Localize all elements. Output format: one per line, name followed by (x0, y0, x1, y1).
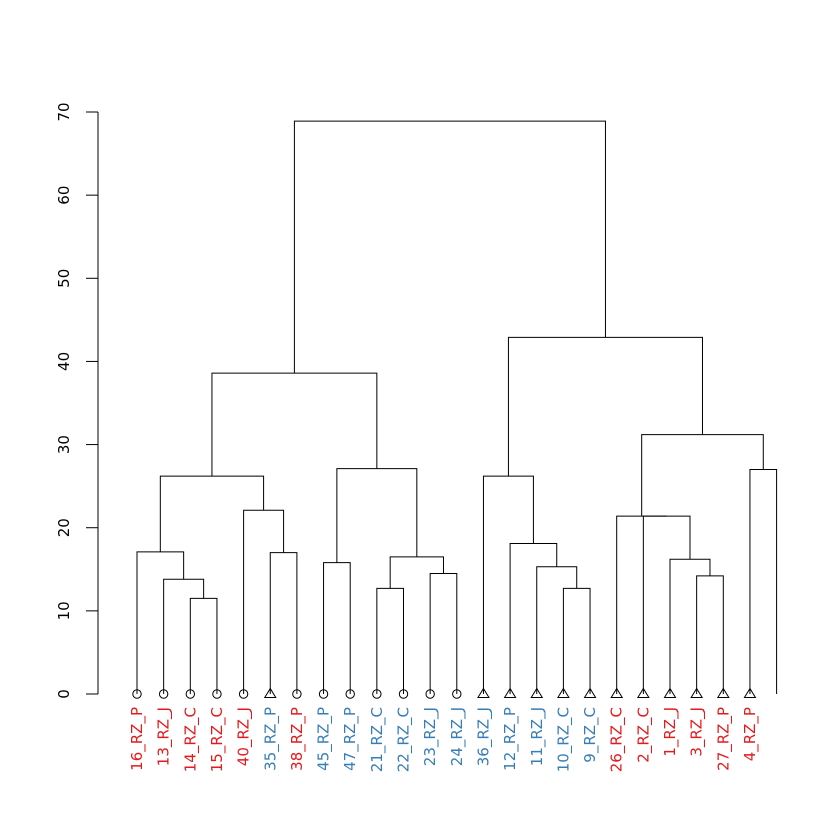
dendrogram-merge (376, 587, 404, 694)
dendrogram-merge (336, 468, 418, 563)
leaf-label: 36_RZ_J (474, 707, 493, 766)
leaf-circle-marker (452, 689, 462, 699)
leaf-triangle-marker (477, 687, 490, 698)
leaf-triangle-marker (263, 687, 277, 698)
leaf-circle-marker (185, 689, 196, 699)
leaf-markers (132, 687, 757, 699)
leaf-label: 15_RZ_C (208, 707, 227, 772)
leaf-label: 12_RZ_P (501, 707, 520, 771)
leaf-circle-marker (345, 689, 355, 699)
leaf-circle-marker (292, 689, 302, 699)
leaf-triangle-marker (716, 687, 730, 698)
y-tick-label: 10 (55, 601, 73, 620)
leaf-label: 4_RZ_P (741, 707, 760, 761)
dendrogram-merge (642, 515, 691, 694)
dendrogram-merge (669, 558, 711, 694)
dendrogram-merge (641, 434, 764, 517)
dendrogram-merge (482, 475, 534, 694)
dendrogram-merge (159, 475, 265, 552)
leaf-label: 13_RZ_J (155, 707, 174, 766)
dendrogram-merge (562, 587, 591, 694)
leaf-circle-marker (132, 689, 142, 699)
leaf-circle-marker (425, 689, 435, 699)
dendrogram-merge (389, 556, 444, 589)
leaf-label: 9_RZ_C (581, 707, 600, 763)
dendrogram-merge (243, 509, 285, 694)
dendrogram-merge (163, 578, 205, 694)
leaf-label: 14_RZ_C (181, 707, 200, 772)
leaf-circle-marker (398, 689, 409, 699)
leaf-triangle-marker (503, 687, 517, 698)
dendrogram-branches (136, 120, 778, 694)
leaf-label: 22_RZ_C (395, 707, 414, 772)
leaf-triangle-marker (583, 687, 597, 698)
dendrogram-merge (189, 597, 218, 694)
leaf-label: 16_RZ_P (128, 707, 147, 771)
leaf-circle-marker (158, 689, 169, 699)
dendrogram-merge (211, 372, 378, 477)
leaf-triangle-marker (663, 687, 677, 698)
y-tick-label: 70 (55, 102, 73, 121)
leaf-circle-marker (212, 689, 222, 699)
leaf-label: 45_RZ_P (315, 707, 334, 771)
leaf-triangle-marker (530, 687, 544, 698)
dendrogram-merge (507, 336, 703, 477)
y-tick-label: 20 (55, 518, 73, 537)
leaf-triangle-marker (610, 687, 624, 698)
dendrogram-merge (269, 552, 298, 694)
leaf-label: 11_RZ_J (528, 707, 547, 766)
leaf-labels: 16_RZ_P 13_RZ_J 14_RZ_C 15_RZ_C 40_RZ_J 35_RZ… (128, 707, 760, 772)
leaf-triangle-marker (690, 687, 704, 698)
leaf-triangle-marker (557, 687, 570, 698)
leaf-label: 3_RZ_J (688, 707, 707, 757)
dendrogram-merge (509, 543, 558, 694)
leaf-label: 27_RZ_P (714, 707, 733, 771)
dendrogram-merge (136, 551, 185, 694)
y-tick-label: 0 (55, 689, 73, 699)
leaf-label: 35_RZ_P (261, 707, 280, 771)
leaf-label: 40_RZ_J (235, 707, 254, 766)
dendrogram-merge (749, 469, 778, 694)
dendrogram-merge (429, 572, 458, 694)
leaf-label: 23_RZ_J (421, 707, 440, 766)
leaf-label: 26_RZ_C (608, 707, 627, 772)
dendrogram-merge (536, 566, 578, 694)
leaf-triangle-marker (743, 687, 757, 698)
leaf-triangle-marker (636, 687, 650, 698)
dendrogram-merge (616, 515, 667, 694)
dendrogram-merge (696, 575, 724, 694)
y-tick-label: 30 (55, 435, 73, 454)
y-axis: 0 10 20 30 40 50 60 70 (55, 102, 99, 699)
leaf-label: 2_RZ_C (634, 707, 653, 763)
leaf-circle-marker (318, 689, 329, 699)
leaf-label: 10_RZ_C (554, 707, 573, 772)
leaf-label: 24_RZ_J (448, 707, 467, 766)
leaf-circle-marker (238, 689, 249, 699)
y-tick-label: 60 (55, 186, 73, 205)
y-tick-label: 50 (55, 269, 73, 288)
dendrogram-merge (323, 562, 351, 694)
y-tick-label: 40 (55, 352, 73, 371)
leaf-label: 47_RZ_P (341, 707, 360, 771)
leaf-label: 21_RZ_C (368, 707, 387, 772)
leaf-circle-marker (372, 689, 382, 699)
dendrogram-merge (293, 120, 606, 374)
leaf-label: 1_RZ_J (661, 707, 680, 757)
leaf-label: 38_RZ_P (288, 707, 307, 771)
